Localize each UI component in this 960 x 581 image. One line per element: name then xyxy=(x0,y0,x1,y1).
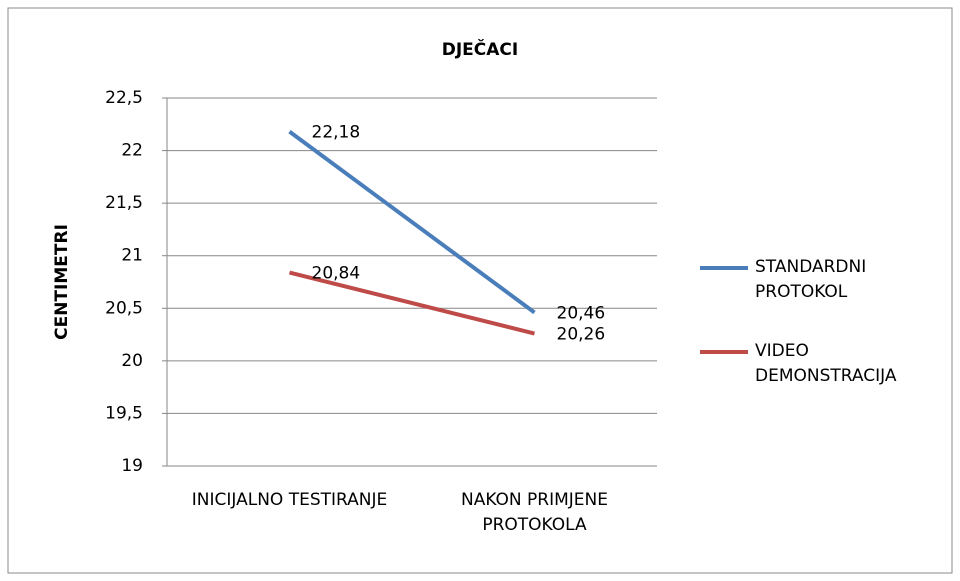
x-tick-label: NAKON PRIMJENE PROTOKOLA xyxy=(460,490,609,535)
line-series xyxy=(289,270,535,336)
y-axis-label: CENTIMETRI xyxy=(52,224,72,340)
data-label: 20,26 xyxy=(557,325,606,345)
y-tick-label: 21 xyxy=(121,246,143,266)
data-label: 22,18 xyxy=(312,123,361,143)
y-tick-label: 19,5 xyxy=(105,403,143,423)
y-tick-label: 19 xyxy=(121,456,143,476)
y-tick-label: 22,5 xyxy=(105,88,143,108)
line-series xyxy=(288,130,536,315)
data-label: 20,46 xyxy=(557,303,606,323)
legend-label: VIDEO DEMONSTRACIJA xyxy=(755,341,897,386)
legend-label: STANDARDNI PROTOKOL xyxy=(755,257,867,302)
chart-border xyxy=(7,7,953,574)
y-tick-label: 20 xyxy=(121,351,143,371)
chart-title: DJEČACI xyxy=(442,38,518,60)
y-tick-label: 21,5 xyxy=(105,193,143,213)
x-tick-label: INICIJALNO TESTIRANJE xyxy=(191,490,388,510)
y-tick-label: 22 xyxy=(121,141,143,161)
data-label: 20,84 xyxy=(312,264,361,284)
y-tick-label: 20,5 xyxy=(105,298,143,318)
